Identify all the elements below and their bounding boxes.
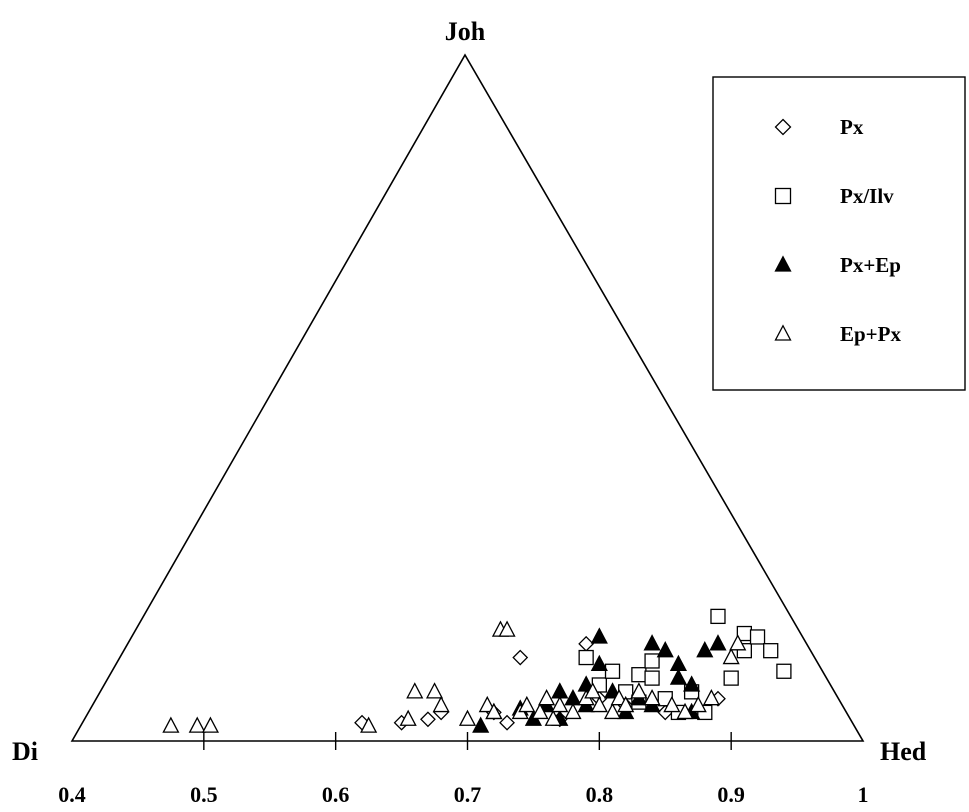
data-point-px-ilv xyxy=(578,649,594,666)
data-points xyxy=(162,608,792,733)
data-point-px-ilv xyxy=(723,670,739,686)
data-point-ep-px xyxy=(406,682,424,699)
legend-label: Px/Ilv xyxy=(840,184,894,208)
data-point-ep-px xyxy=(663,695,681,713)
x-tick-label: 0.5 xyxy=(190,782,218,807)
vertex-label-top: Joh xyxy=(445,17,486,46)
data-point-px-ep xyxy=(590,627,608,644)
data-point-px xyxy=(578,635,595,652)
legend-label: Px+Ep xyxy=(840,253,901,277)
legend-marker xyxy=(774,324,792,341)
data-point-px-ilv xyxy=(644,670,660,686)
data-point-ep-px xyxy=(702,689,720,706)
data-point-ep-px xyxy=(162,716,180,733)
data-point-ep-px xyxy=(538,689,556,706)
data-point-ep-px xyxy=(360,716,378,733)
data-point-ep-px xyxy=(551,695,569,713)
x-tick-label: 1 xyxy=(858,782,869,807)
data-point-px-ep xyxy=(656,641,674,658)
data-point-px-ep xyxy=(683,675,701,692)
legend-box xyxy=(712,76,966,391)
data-point-ep-px xyxy=(478,695,496,713)
x-tick-label: 0.9 xyxy=(717,782,745,807)
data-point-ep-px xyxy=(643,689,661,706)
data-point-px-ep xyxy=(643,634,661,651)
legend: Px Px/Ilv Px+Ep Ep+Px xyxy=(712,76,966,391)
data-point-ep-px xyxy=(676,702,694,720)
data-point-ep-px xyxy=(603,702,622,720)
legend-marker xyxy=(774,187,792,205)
legend-marker xyxy=(774,118,792,136)
data-point-ep-px xyxy=(544,709,562,726)
data-point-ep-px xyxy=(432,695,450,713)
data-point-px-ep xyxy=(696,641,714,658)
data-point-px-ilv xyxy=(644,653,660,669)
data-point-ep-px xyxy=(584,682,602,699)
legend-label: Ep+Px xyxy=(840,322,901,346)
data-point-px-ilv xyxy=(710,608,726,625)
data-point-ep-px xyxy=(188,716,206,733)
data-point-ep-px xyxy=(722,647,740,665)
vertex-label-right: Hed xyxy=(880,737,927,766)
data-point-px-ilv xyxy=(763,643,779,659)
data-point-ep-px xyxy=(518,695,536,713)
data-point-ep-px xyxy=(689,695,707,713)
data-point-px xyxy=(420,711,436,728)
data-point-px-ep xyxy=(709,634,727,651)
data-point-px-ilv xyxy=(604,663,621,679)
data-point-ep-px xyxy=(610,689,628,706)
data-point-px-ep xyxy=(603,682,622,699)
x-tick-label: 0.6 xyxy=(322,782,350,807)
data-point-px-ep xyxy=(669,654,688,672)
data-point-ep-px xyxy=(458,709,477,726)
data-point-ep-px xyxy=(729,634,747,651)
x-tick-label: 0.8 xyxy=(586,782,614,807)
data-point-px-ep xyxy=(590,654,608,672)
data-point-ep-px xyxy=(630,682,648,699)
data-point-ep-px xyxy=(399,709,417,726)
legend-marker xyxy=(774,255,792,272)
data-point-ep-px xyxy=(617,695,635,713)
data-point-px-ep xyxy=(472,716,490,733)
data-point-ep-px xyxy=(425,682,444,699)
x-tick-label: 0.4 xyxy=(58,782,86,807)
data-point-px-ilv xyxy=(631,667,647,683)
data-point-px-ilv xyxy=(749,629,766,645)
data-point-ep-px xyxy=(564,702,582,720)
vertex-label-left: Di xyxy=(12,737,38,766)
x-axis-ticks: 0.4 0.5 0.6 0.7 0.8 0.9 1 xyxy=(58,732,869,807)
data-point-ep-px xyxy=(485,702,503,720)
data-point-ep-px xyxy=(590,695,608,713)
data-point-px-ep xyxy=(551,682,569,699)
data-point-ep-px xyxy=(498,620,516,637)
data-point-px xyxy=(499,714,515,731)
data-point-ep-px xyxy=(531,702,549,720)
data-point-px-ep xyxy=(669,668,688,685)
data-point-px xyxy=(512,649,529,666)
legend-label: Px xyxy=(840,115,864,139)
data-point-px-ilv xyxy=(776,663,792,679)
x-tick-label: 0.7 xyxy=(454,782,482,807)
data-point-ep-px xyxy=(201,716,220,733)
